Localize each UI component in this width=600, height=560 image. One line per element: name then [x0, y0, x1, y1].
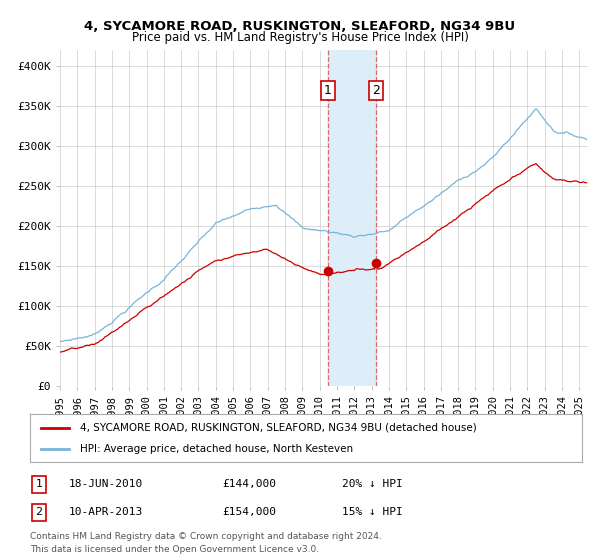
Text: £144,000: £144,000: [222, 479, 276, 489]
Text: 4, SYCAMORE ROAD, RUSKINGTON, SLEAFORD, NG34 9BU: 4, SYCAMORE ROAD, RUSKINGTON, SLEAFORD, …: [85, 20, 515, 32]
Text: 20% ↓ HPI: 20% ↓ HPI: [342, 479, 403, 489]
Text: This data is licensed under the Open Government Licence v3.0.: This data is licensed under the Open Gov…: [30, 545, 319, 554]
Bar: [328, 50, 376, 386]
Text: 4, SYCAMORE ROAD, RUSKINGTON, SLEAFORD, NG34 9BU (detached house): 4, SYCAMORE ROAD, RUSKINGTON, SLEAFORD, …: [80, 423, 476, 433]
Text: HPI: Average price, detached house, North Kesteven: HPI: Average price, detached house, Nort…: [80, 444, 353, 454]
Text: 2: 2: [35, 507, 43, 517]
Text: 15% ↓ HPI: 15% ↓ HPI: [342, 507, 403, 517]
Text: Price paid vs. HM Land Registry's House Price Index (HPI): Price paid vs. HM Land Registry's House …: [131, 31, 469, 44]
Text: 2: 2: [373, 84, 380, 97]
Text: 1: 1: [35, 479, 43, 489]
Text: 18-JUN-2010: 18-JUN-2010: [69, 479, 143, 489]
Text: 10-APR-2013: 10-APR-2013: [69, 507, 143, 517]
Text: Contains HM Land Registry data © Crown copyright and database right 2024.: Contains HM Land Registry data © Crown c…: [30, 532, 382, 541]
Text: 1: 1: [323, 84, 332, 97]
Text: £154,000: £154,000: [222, 507, 276, 517]
